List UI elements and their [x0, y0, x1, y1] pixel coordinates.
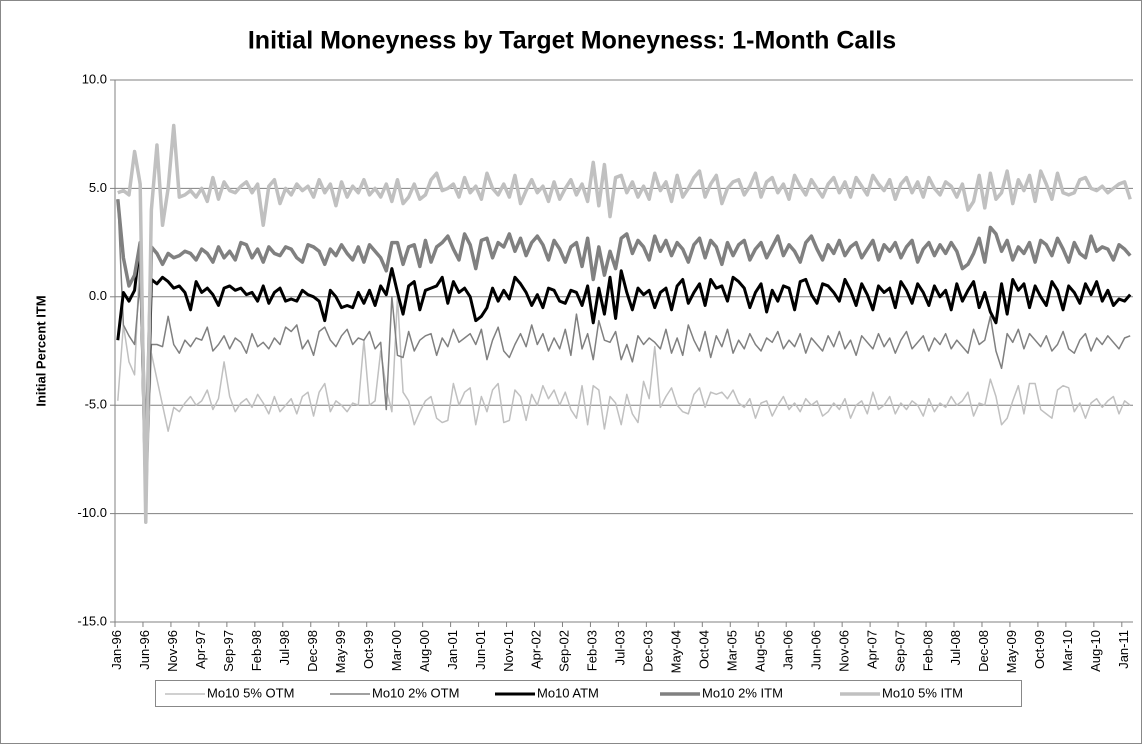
x-tick-label: Oct-09 — [1032, 630, 1047, 669]
y-tick-label: -15.0 — [77, 613, 107, 628]
x-tick-label: Aug-05 — [752, 630, 767, 672]
x-tick-label: Sep-02 — [557, 630, 572, 672]
x-tick-label: Aug-00 — [417, 630, 432, 672]
x-tick-label: May-09 — [1004, 630, 1019, 673]
x-tick-label: Sep-07 — [892, 630, 907, 672]
series-line — [117, 246, 1131, 524]
series-line — [117, 123, 1132, 525]
x-tick-label: Nov-96 — [165, 630, 180, 672]
x-tick-label: May-04 — [669, 630, 684, 673]
x-tick-label: Jan-06 — [780, 630, 795, 670]
x-tick-label: May-99 — [333, 630, 348, 673]
series-line — [116, 199, 1132, 472]
x-tick-label: Apr-97 — [193, 630, 208, 669]
x-tick-label: Jun-96 — [137, 630, 152, 670]
x-tick-label: Jul-03 — [613, 630, 628, 665]
x-tick-label: Nov-06 — [836, 630, 851, 672]
x-tick-label: Apr-07 — [864, 630, 879, 669]
x-tick-label: Mar-00 — [389, 630, 404, 671]
series-line — [117, 199, 1131, 482]
x-tick-label: Jan-11 — [1116, 630, 1131, 669]
legend-label: Mo10 5% OTM — [207, 685, 294, 700]
x-tick-label: Dec-03 — [641, 630, 656, 672]
y-tick-label: -5.0 — [85, 397, 107, 412]
legend-label: Mo10 2% OTM — [372, 685, 459, 700]
x-tick-label: Jun-06 — [808, 630, 823, 670]
y-axis-title: Initial Percent ITM — [33, 295, 48, 406]
legend-label: Mo10 2% ITM — [702, 685, 783, 700]
y-tick-label: -10.0 — [77, 505, 107, 520]
y-tick-label: 5.0 — [89, 180, 107, 195]
x-tick-label: Sep-97 — [221, 630, 236, 672]
y-tick-label: 10.0 — [82, 71, 107, 86]
legend-label: Mo10 5% ITM — [882, 685, 963, 700]
x-tick-label: Mar-05 — [725, 630, 740, 671]
chart-title: Initial Moneyness by Target Moneyness: 1… — [248, 27, 896, 55]
x-tick-label: Mar-10 — [1060, 630, 1075, 671]
x-tick-label: Dec-98 — [305, 630, 320, 672]
legend-label: Mo10 ATM — [537, 685, 599, 700]
x-tick-label: Feb-98 — [249, 630, 264, 671]
x-tick-label: Jan-01 — [445, 630, 460, 670]
x-tick-label: Oct-99 — [361, 630, 376, 669]
x-tick-label: Feb-03 — [585, 630, 600, 671]
x-tick-label: Jun-01 — [473, 630, 488, 670]
x-tick-label: Jul-98 — [277, 630, 292, 665]
series-line — [116, 241, 1132, 505]
x-tick-label: Oct-04 — [697, 630, 712, 669]
x-tick-label: Apr-02 — [529, 630, 544, 669]
y-tick-label: 0.0 — [89, 288, 107, 303]
x-tick-label: Jan-96 — [109, 630, 124, 670]
x-tick-label: Aug-10 — [1088, 630, 1103, 672]
x-tick-label: Nov-01 — [501, 630, 516, 672]
x-tick-label: Dec-08 — [976, 630, 991, 672]
x-tick-label: Jul-08 — [948, 630, 963, 665]
x-tick-label: Feb-08 — [920, 630, 935, 671]
